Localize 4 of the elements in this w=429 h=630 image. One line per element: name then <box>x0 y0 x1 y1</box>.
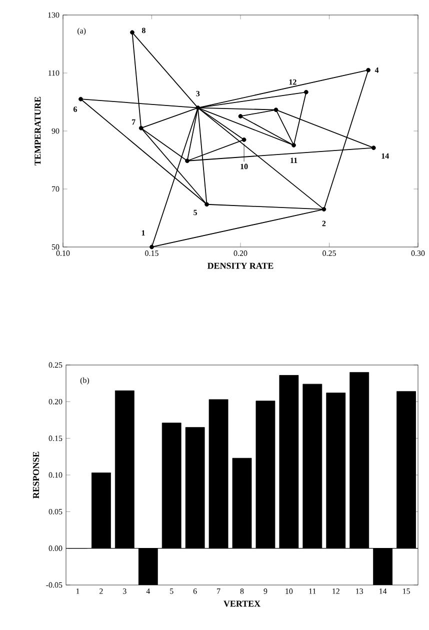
y-axis-title: RESPONSE <box>33 452 40 499</box>
y-axis-title: TEMPERATURE <box>34 96 41 166</box>
x-axis-title: VERTEX <box>224 600 260 607</box>
x-axis-title: DENSITY RATE <box>207 262 274 269</box>
